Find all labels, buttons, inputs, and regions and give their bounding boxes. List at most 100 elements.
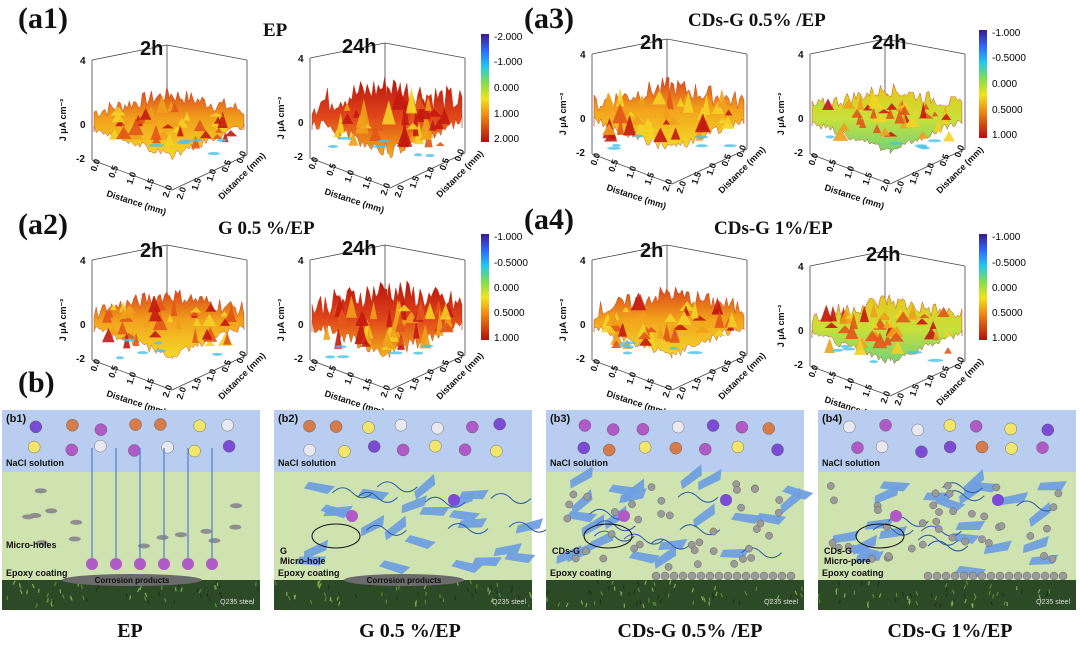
surface-peak [435, 141, 445, 146]
surface-peak [864, 330, 880, 342]
surface-low-spot [154, 349, 166, 353]
ion-sphere [851, 441, 864, 454]
y-tick: 1.0 [704, 368, 718, 383]
coating-label: Epoxy coating [550, 568, 612, 578]
protective-dot-layer [705, 571, 715, 581]
substrate-texture [950, 600, 954, 605]
y-tick: 1.0 [204, 168, 218, 183]
surface-peak [870, 106, 877, 119]
substrate-texture [744, 590, 748, 596]
surface-peak [610, 329, 623, 345]
substrate-texture [715, 591, 718, 597]
carbon-dot [739, 555, 747, 563]
x-tick: 0.0 [88, 158, 102, 173]
substrate-texture [19, 584, 22, 589]
ion-sphere [154, 418, 167, 431]
surface-peak [369, 126, 382, 141]
surface-peak [883, 319, 891, 329]
ion-sphere [29, 420, 42, 434]
y-axis [671, 354, 748, 391]
surface-peak [900, 112, 908, 129]
substrate-texture [895, 592, 898, 597]
panel-title-a1: EP [263, 20, 288, 41]
substrate-texture [139, 585, 142, 591]
surface-peak [898, 102, 912, 109]
surface-peak [888, 332, 905, 342]
substrate-texture [125, 592, 128, 598]
carbon-dot [657, 497, 666, 505]
substrate-texture [692, 600, 695, 605]
ion-sphere [193, 419, 206, 433]
colorbar-tick: 0.5000 [992, 308, 1023, 319]
surface-peak [694, 325, 710, 333]
z-tick: 4 [298, 256, 304, 267]
substrate-texture [712, 595, 715, 600]
substrate-texture [466, 587, 470, 593]
surface-peak [851, 108, 863, 118]
substrate-texture [580, 600, 584, 605]
surface-peak [424, 96, 432, 111]
surface-peak [943, 130, 955, 142]
x-tick: 2.0 [160, 184, 174, 199]
y-tick: 1.0 [704, 162, 718, 177]
ion-sphere [396, 443, 410, 457]
x-tick: 2.0 [378, 384, 392, 399]
surface-peak [354, 320, 368, 345]
substrate-texture [53, 581, 57, 587]
z-axis-label: J μA cm⁻² [558, 299, 568, 341]
surface-peak [381, 100, 396, 125]
substrate-texture [219, 593, 223, 598]
surface-low-spot [625, 345, 635, 349]
micro-hole [137, 543, 150, 549]
substrate-texture [529, 593, 533, 599]
carbon-dot [599, 554, 608, 563]
substrate-texture [639, 599, 642, 605]
surface-peak [214, 127, 223, 133]
substrate-texture [495, 589, 498, 594]
z-tick: 0 [798, 114, 804, 125]
carbon-dot [694, 560, 702, 568]
surface-peak [713, 328, 726, 337]
substrate-texture [908, 600, 911, 605]
time-label-24h: 24h [872, 32, 907, 54]
ion-sphere [1005, 442, 1018, 455]
protective-dot-layer [696, 571, 706, 581]
substrate-texture [174, 587, 177, 592]
x-tick: 1.0 [124, 371, 138, 386]
surface-peak [117, 321, 128, 335]
surface-low-spot [832, 348, 844, 352]
diffusion-path [927, 540, 969, 552]
x-tick: 0.5 [324, 364, 338, 379]
x-tick: 2.0 [660, 178, 674, 193]
protective-dot-layer [660, 571, 670, 581]
surface-peak [220, 311, 229, 317]
surface-peak [653, 127, 668, 143]
surface-peak [111, 111, 125, 123]
graphene-sheet [384, 515, 407, 541]
x-tick: 1.5 [360, 377, 374, 392]
surface-low-spot [607, 146, 621, 150]
surface-peak [670, 127, 681, 140]
surface-peak [170, 298, 178, 316]
protective-dot-layer [950, 571, 960, 581]
surface-peak [895, 311, 911, 323]
colorbar-tick: -1.000 [494, 57, 523, 68]
carbon-dot [563, 514, 572, 523]
diffusion-path [872, 524, 914, 536]
surface-peak [391, 85, 408, 110]
y-axis [171, 354, 248, 391]
colorbar-tick: -0.5000 [992, 258, 1026, 269]
y-tick: 0.5 [719, 359, 733, 374]
surface-peak [397, 304, 411, 312]
carbon-dot [733, 486, 741, 494]
current-density-surface [811, 293, 963, 364]
surface-low-spot [622, 351, 633, 355]
ion-sphere [607, 423, 620, 436]
substrate-texture [711, 592, 714, 597]
y-tick: 0.5 [219, 159, 233, 174]
graphene-sheet [619, 488, 647, 504]
ion-sphere [338, 445, 351, 458]
diffusion-path [650, 538, 692, 550]
